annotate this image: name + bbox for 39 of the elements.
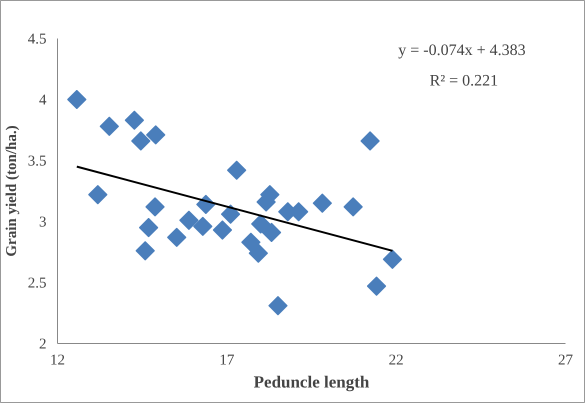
point: [262, 222, 282, 242]
point: [241, 232, 261, 252]
point: [67, 90, 86, 110]
y-tick-label: 2: [39, 336, 46, 352]
y-tick-label: 2.5: [28, 276, 46, 292]
x-axis-title: Peduncle length: [254, 372, 370, 392]
point: [360, 131, 380, 151]
point: [248, 244, 268, 263]
annotation: R² = 0.221: [430, 72, 498, 90]
x-tick-label: 27: [558, 352, 574, 368]
point: [124, 110, 144, 130]
point: [193, 216, 212, 236]
point: [167, 228, 186, 248]
point: [343, 197, 363, 217]
y-tick-label: 3: [39, 214, 46, 230]
point: [138, 218, 158, 238]
point: [312, 194, 332, 213]
x-tick-label: 12: [50, 352, 65, 368]
point: [251, 214, 270, 234]
point: [226, 160, 246, 180]
point: [145, 197, 165, 217]
point: [88, 184, 108, 204]
point: [220, 204, 240, 224]
point: [100, 116, 120, 136]
point: [131, 131, 151, 151]
point: [146, 125, 166, 145]
y-tick-label: 4: [39, 92, 47, 108]
x-tick-label: 22: [388, 352, 404, 368]
point: [179, 210, 199, 230]
annotation: y = -0.074x + 4.383: [398, 42, 526, 60]
x-tick-label: 17: [219, 352, 235, 368]
point: [382, 250, 402, 270]
y-tick-label: 3.5: [28, 154, 46, 170]
point: [136, 241, 155, 260]
y-tick-label: 4.5: [28, 32, 46, 48]
point: [212, 220, 232, 240]
point: [268, 296, 288, 316]
y-axis-title: Grain yield (ton/ha.): [4, 125, 20, 257]
point: [366, 276, 386, 296]
